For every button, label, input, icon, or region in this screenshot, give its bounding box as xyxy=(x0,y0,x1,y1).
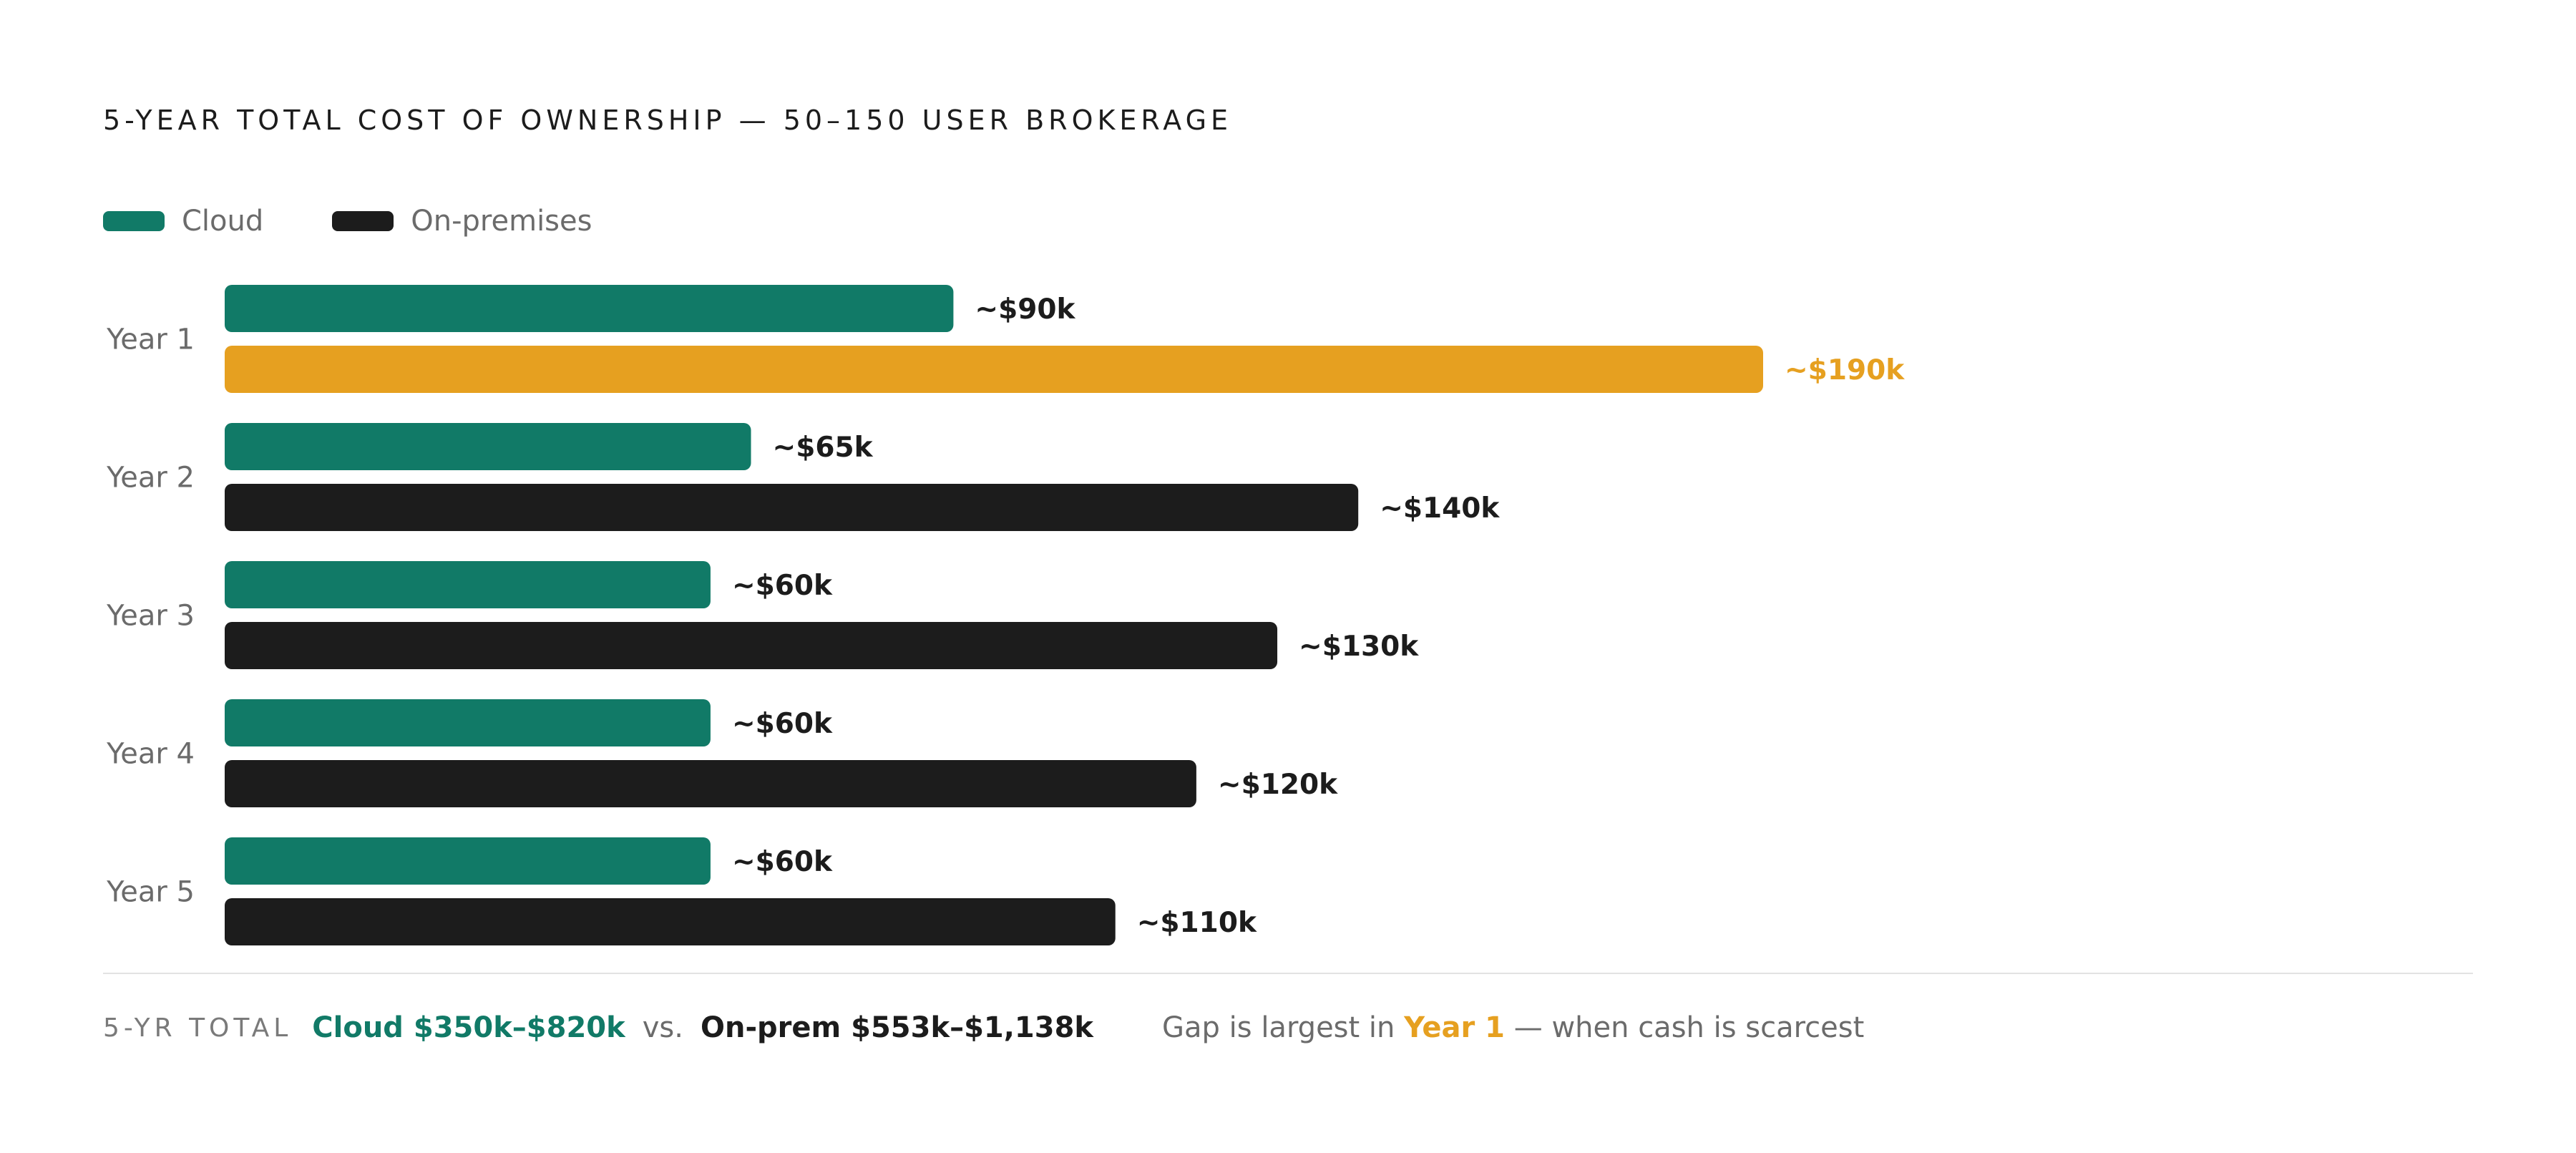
legend-swatch-on-premises xyxy=(332,211,394,231)
data-label-cloud-year-2: ~$65k xyxy=(773,432,874,464)
legend: Cloud On-premises xyxy=(103,203,660,239)
footer-label: 5-YR TOTAL xyxy=(103,1013,293,1043)
bar-chart: Year 1 ~$90k ~$190k Year 2 ~$65k ~$140k Year 3… xyxy=(106,285,1905,945)
data-label-on-premises-year-2: ~$140k xyxy=(1380,492,1500,525)
bar-cloud-year-3 xyxy=(225,561,711,608)
legend-item-cloud: Cloud xyxy=(103,205,263,238)
bar-on-premises-year-5 xyxy=(225,898,1116,945)
footer-note-prefix: Gap is largest in xyxy=(1162,1011,1395,1044)
footer-note-highlight: Year 1 xyxy=(1404,1011,1506,1044)
data-label-on-premises-year-5: ~$110k xyxy=(1137,907,1257,939)
bar-on-premises-year-4 xyxy=(225,760,1196,807)
legend-label-on-premises: On-premises xyxy=(411,205,592,238)
bar-on-premises-year-3 xyxy=(225,622,1278,669)
bar-on-premises-year-2 xyxy=(225,484,1359,531)
data-label-on-premises-year-1: ~$190k xyxy=(1785,354,1905,386)
data-label-cloud-year-5: ~$60k xyxy=(732,846,833,878)
footer-vs: vs. xyxy=(642,1011,683,1044)
data-label-cloud-year-1: ~$90k xyxy=(975,293,1075,326)
category-label-year-4: Year 4 xyxy=(106,738,195,771)
data-label-cloud-year-3: ~$60k xyxy=(732,570,833,602)
footer-summary: 5-YR TOTAL Cloud $350k–$820k vs. On-prem… xyxy=(103,1008,1864,1048)
category-label-year-5: Year 5 xyxy=(106,876,195,909)
bar-cloud-year-5 xyxy=(225,837,711,885)
category-label-year-3: Year 3 xyxy=(106,600,195,633)
divider xyxy=(103,973,2473,974)
category-label-year-1: Year 1 xyxy=(106,323,195,356)
chart-title: 5-YEAR TOTAL COST OF OWNERSHIP — 50–150 … xyxy=(103,104,1233,136)
footer-note: Gap is largest in Year 1 — when cash is … xyxy=(1162,1011,1864,1044)
bar-cloud-year-4 xyxy=(225,699,711,746)
footer-note-suffix: — when cash is scarcest xyxy=(1513,1011,1865,1044)
legend-swatch-cloud xyxy=(103,211,165,231)
data-label-on-premises-year-3: ~$130k xyxy=(1299,631,1419,663)
legend-item-on-premises: On-premises xyxy=(332,205,592,238)
data-label-on-premises-year-4: ~$120k xyxy=(1218,769,1338,801)
bar-on-premises-year-1 xyxy=(225,346,1763,393)
category-label-year-2: Year 2 xyxy=(106,462,195,495)
bar-cloud-year-1 xyxy=(225,285,954,332)
bar-cloud-year-2 xyxy=(225,423,751,470)
footer-cloud-total: Cloud $350k–$820k xyxy=(312,1011,625,1044)
footer-onprem-total: On-prem $553k–$1,138k xyxy=(700,1011,1094,1044)
legend-label-cloud: Cloud xyxy=(182,205,264,238)
data-label-cloud-year-4: ~$60k xyxy=(732,708,833,740)
